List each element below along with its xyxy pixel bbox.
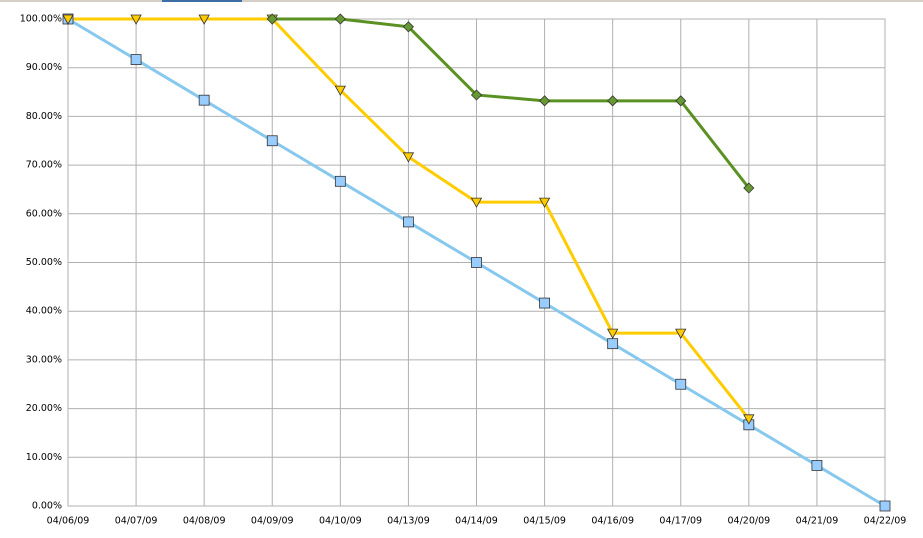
marker: [130, 14, 142, 25]
marker: [675, 378, 687, 390]
x-tick-label: 04/13/09: [387, 516, 430, 527]
marker: [607, 338, 619, 350]
marker: [879, 500, 891, 512]
x-tick-label: 04/16/09: [591, 516, 634, 527]
series-line: [272, 17, 751, 189]
x-tick-label: 04/08/09: [183, 516, 226, 527]
marker: [743, 182, 755, 194]
y-tick-label: 40.00%: [26, 306, 62, 317]
marker: [811, 460, 823, 471]
y-tick-label: 50.00%: [26, 257, 62, 268]
marker: [198, 94, 210, 106]
x-tick-label: 04/17/09: [659, 516, 702, 527]
x-tick-label: 04/07/09: [115, 516, 158, 527]
marker: [539, 297, 550, 309]
marker: [606, 328, 619, 339]
marker: [403, 216, 414, 228]
y-tick-label: 60.00%: [26, 208, 62, 219]
marker: [538, 197, 551, 208]
marker: [266, 135, 278, 147]
x-tick-label: 04/10/09: [319, 516, 362, 527]
x-tick-label: 04/21/09: [796, 516, 839, 527]
x-tick-label: 04/14/09: [455, 516, 498, 527]
marker: [130, 54, 142, 65]
x-tick-label: 04/15/09: [523, 516, 566, 527]
marker: [539, 95, 551, 107]
y-tick-label: 90.00%: [26, 62, 62, 73]
marker: [266, 13, 278, 25]
marker: [470, 89, 483, 101]
y-tick-label: 0.00%: [32, 501, 62, 512]
y-tick-label: 70.00%: [26, 160, 62, 171]
x-tick-label: 04/09/09: [251, 516, 294, 527]
x-tick-label: 04/22/09: [864, 516, 907, 527]
y-tick-label: 80.00%: [26, 111, 62, 122]
active-tab-indicator: [162, 0, 242, 2]
x-tick-label: 04/06/09: [47, 516, 90, 527]
y-tick-label: 100.00%: [20, 14, 62, 25]
y-tick-label: 20.00%: [26, 403, 62, 414]
marker: [334, 13, 346, 25]
marker: [470, 197, 483, 208]
x-tick-label: 04/20/09: [727, 516, 770, 527]
y-tick-label: 10.00%: [26, 452, 62, 463]
marker: [334, 85, 347, 96]
marker: [62, 14, 74, 25]
marker: [402, 21, 414, 33]
y-tick-label: 30.00%: [26, 354, 62, 365]
marker: [675, 95, 687, 107]
marker: [334, 175, 346, 187]
marker: [743, 414, 755, 425]
marker: [471, 257, 482, 268]
marker: [402, 152, 415, 163]
marker: [198, 14, 210, 25]
marker: [675, 328, 687, 339]
marker: [607, 95, 619, 107]
